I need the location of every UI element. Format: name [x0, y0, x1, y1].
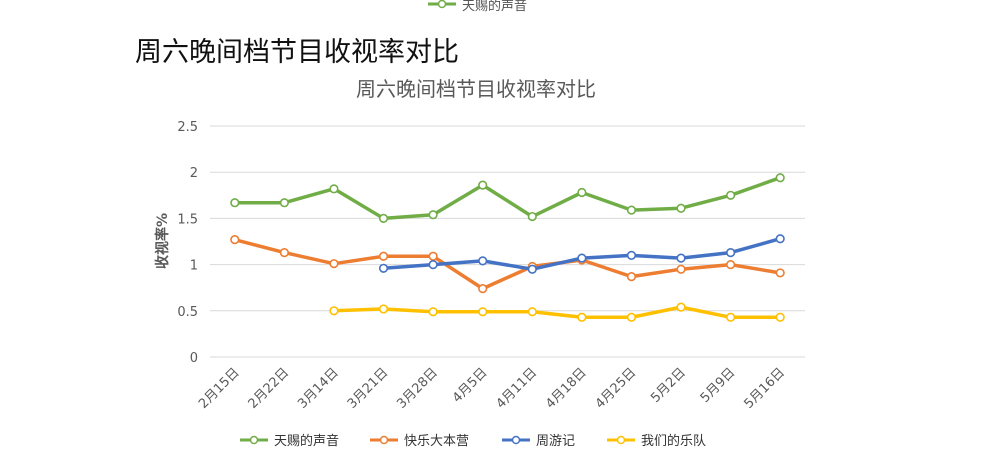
x-tick-label: 5月2日	[648, 365, 689, 406]
x-tick-label: 5月16日	[741, 365, 788, 412]
data-point	[676, 203, 686, 213]
legend-label: 我们的乐队	[641, 433, 706, 449]
data-point	[378, 251, 389, 261]
x-tick-label: 2月15日	[196, 365, 243, 412]
legend-item: 周游记	[502, 434, 575, 449]
x-tick-label: 4月5日	[450, 365, 491, 406]
data-point	[279, 247, 289, 258]
data-point	[279, 198, 289, 208]
data-point	[775, 268, 785, 278]
data-point	[676, 264, 686, 274]
y-tick-label: 2.5	[177, 120, 198, 135]
data-point	[726, 312, 736, 322]
y-tick-label: 0	[190, 351, 198, 366]
legend-label: 快乐大本营	[404, 434, 469, 449]
x-tick-label: 3月14日	[295, 365, 342, 412]
document-title: 周六晚间档节目收视率对比	[135, 37, 459, 68]
data-point	[676, 253, 686, 263]
data-point	[329, 259, 339, 269]
data-point	[577, 187, 587, 198]
legend-item: 我们的乐队	[607, 433, 706, 449]
data-point	[428, 210, 438, 220]
legend-dot	[249, 435, 259, 445]
data-point	[428, 251, 438, 261]
legend-label: 天赐的声音	[274, 433, 339, 449]
data-point	[626, 205, 637, 215]
series-4	[329, 302, 785, 322]
x-tick-label: 4月11日	[494, 365, 541, 412]
data-point	[775, 234, 785, 244]
data-point	[329, 184, 339, 194]
gridlines	[210, 125, 805, 358]
y-tick-label: 2	[190, 166, 198, 181]
x-tick-label: 5月9日	[698, 365, 739, 406]
x-tick-label: 4月25日	[593, 365, 640, 412]
series-group	[230, 173, 785, 322]
x-axis-ticks: 2月15日 2月22日 3月14日 3月21日 3月28日 4月5日 4月11日 4月18日 4…	[196, 365, 788, 412]
data-point	[478, 256, 488, 266]
legend-item: 快乐大本营	[370, 434, 469, 449]
data-point	[775, 312, 785, 322]
data-point	[626, 250, 637, 260]
chart-title: 周六晚间档节目收视率对比	[356, 77, 596, 101]
data-point	[527, 307, 537, 317]
legend-label: 周游记	[536, 434, 575, 449]
data-point	[478, 284, 488, 294]
data-point	[726, 260, 736, 270]
y-axis-ticks: 0 0.5 1 1.5 2 2.5	[177, 120, 198, 366]
data-point	[478, 307, 488, 317]
data-point	[577, 312, 587, 322]
y-tick-label: 1.5	[177, 212, 198, 227]
series-line	[233, 175, 782, 221]
data-point	[726, 190, 736, 200]
data-point	[626, 312, 637, 322]
data-point	[726, 247, 736, 258]
data-point	[428, 307, 438, 317]
top-legend: 天赐的声音	[428, 0, 527, 14]
data-point	[378, 213, 389, 223]
y-tick-label: 0.5	[177, 305, 198, 320]
series-3	[378, 234, 785, 274]
x-tick-label: 4月18日	[543, 365, 590, 412]
legend: 天赐的声音 快乐大本营 周游记 我们的乐队	[240, 433, 706, 449]
y-tick-label: 1	[190, 259, 198, 274]
top-legend-dot	[437, 0, 447, 9]
y-axis-label: 收视率%	[154, 213, 171, 269]
data-point	[527, 264, 537, 274]
top-legend-label: 天赐的声音	[462, 0, 528, 14]
data-point	[626, 272, 637, 282]
data-point	[775, 173, 785, 183]
series-1	[230, 173, 785, 223]
x-tick-label: 2月22日	[246, 365, 293, 412]
x-tick-label: 3月28日	[394, 365, 441, 412]
series-line	[233, 237, 782, 291]
data-point	[230, 235, 240, 245]
x-tick-label: 3月21日	[345, 365, 392, 412]
legend-dot	[616, 435, 626, 445]
data-point	[478, 180, 488, 190]
series-line	[332, 305, 782, 320]
data-point	[577, 253, 587, 263]
legend-dot	[379, 435, 389, 445]
data-point	[378, 263, 389, 273]
top-legend-marker	[428, 0, 456, 9]
data-point	[527, 211, 537, 222]
data-point	[676, 302, 686, 312]
data-point	[428, 260, 438, 270]
data-point	[329, 306, 339, 316]
data-point	[378, 304, 389, 314]
legend-dot	[511, 435, 521, 445]
legend-item: 天赐的声音	[240, 433, 339, 449]
data-point	[230, 198, 240, 208]
